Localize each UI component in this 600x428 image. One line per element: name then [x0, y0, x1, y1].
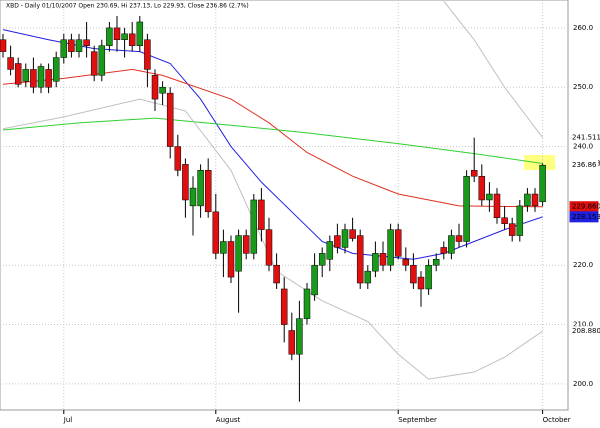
price-marker-label: 236.86 [572, 161, 597, 169]
candle-body [432, 259, 440, 266]
candle-body [227, 241, 235, 278]
candle-body [60, 39, 68, 58]
candle-body [121, 33, 128, 41]
x-tick-label: August [216, 416, 241, 424]
candle-body [212, 211, 220, 254]
candle-body [45, 69, 52, 88]
candle-body [204, 170, 212, 213]
candle-body [387, 229, 394, 266]
candle-body [326, 241, 334, 260]
candle-body [539, 164, 546, 203]
candle-body [68, 39, 75, 52]
candle-body [364, 270, 372, 284]
price-marker-label: 229.860 [572, 203, 600, 211]
candle-body [394, 229, 402, 257]
candle-body [493, 193, 501, 219]
candle-body [144, 39, 151, 70]
candle-body [220, 241, 227, 254]
candle-body [0, 39, 7, 52]
candle-body [448, 235, 455, 254]
x-tick-label: Jul [63, 416, 73, 424]
candle-body [273, 264, 280, 284]
candle-body [478, 175, 486, 201]
candle-body [250, 199, 258, 254]
price-marker-label: 208.880 [572, 327, 600, 335]
candle-body [235, 235, 242, 272]
y-tick-label: 240.0 [573, 143, 593, 151]
y-tick-label: 200.0 [573, 380, 593, 388]
candle-body [106, 27, 113, 46]
price-marker [570, 132, 598, 143]
candle-body [531, 193, 539, 207]
candle-body [113, 27, 121, 41]
candle-body [425, 264, 432, 290]
candle-body [463, 175, 470, 242]
candle-body [379, 253, 387, 266]
candle-body [128, 33, 136, 46]
price-marker [570, 326, 598, 337]
candle-body [83, 39, 90, 46]
price-marker-label: 241.511 [572, 134, 600, 142]
price-marker [569, 211, 599, 223]
candle-body [288, 330, 296, 355]
candle-body [372, 253, 379, 272]
candle-body [136, 21, 144, 46]
candle-body [486, 193, 493, 201]
candle-body [174, 146, 182, 171]
highlight [524, 155, 555, 170]
candle-body [151, 75, 159, 100]
candle-body [311, 264, 318, 296]
candle-body [166, 92, 174, 147]
candle-body [501, 217, 508, 224]
candle-body [98, 45, 106, 76]
candle-body [417, 276, 425, 290]
candle-body [410, 264, 417, 284]
candle-body [242, 235, 250, 254]
x-tick-label: October [543, 416, 571, 424]
candle-body [22, 69, 30, 82]
candle-body [14, 63, 22, 85]
candle-body [296, 318, 303, 355]
candle-body [265, 229, 273, 266]
y-tick-label: 220.0 [573, 261, 593, 269]
candle-body [90, 51, 98, 76]
x-tick-label: September [398, 416, 437, 424]
candle-body [516, 205, 524, 236]
price-marker [570, 160, 598, 171]
chart-title: XBD - Daily 01/10/2007 Open 230.69, Hi 2… [6, 3, 249, 10]
candle-body [318, 253, 326, 266]
candle-body [182, 164, 189, 201]
candle-body [52, 57, 60, 82]
candle-body [159, 86, 166, 94]
indicator-line [2, 98, 543, 380]
candle-body [341, 229, 349, 248]
candle-body [349, 229, 356, 239]
candle-body [303, 288, 311, 319]
plot-frame [0, 0, 569, 411]
candle-body [356, 235, 364, 284]
candle-body [258, 199, 265, 230]
candle-body [30, 69, 37, 88]
y-tick-label: 260.0 [573, 24, 593, 32]
candle-body [455, 235, 463, 242]
candle-body [402, 259, 410, 266]
candle-body [75, 39, 83, 52]
indicator-line [2, 117, 543, 164]
candle-body [197, 170, 204, 207]
price-marker-label: 228.153 [572, 213, 600, 221]
candle-body [334, 235, 341, 248]
candle-body [280, 288, 288, 325]
candle-body [508, 223, 516, 236]
candle-body [7, 57, 14, 70]
indicator-line [443, 0, 543, 138]
candle-body [37, 66, 45, 88]
y-tick-label: 210.0 [573, 321, 593, 329]
candle-body [524, 193, 531, 207]
candle-body [189, 187, 197, 207]
y-tick-label: 250.0 [573, 83, 593, 91]
candle-body [440, 247, 448, 254]
candle-body [470, 170, 478, 177]
